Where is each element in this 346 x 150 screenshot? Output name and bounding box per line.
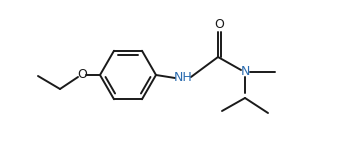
Text: O: O — [77, 68, 87, 81]
Text: NH: NH — [174, 71, 192, 84]
Text: O: O — [215, 18, 225, 32]
Text: N: N — [240, 65, 250, 78]
